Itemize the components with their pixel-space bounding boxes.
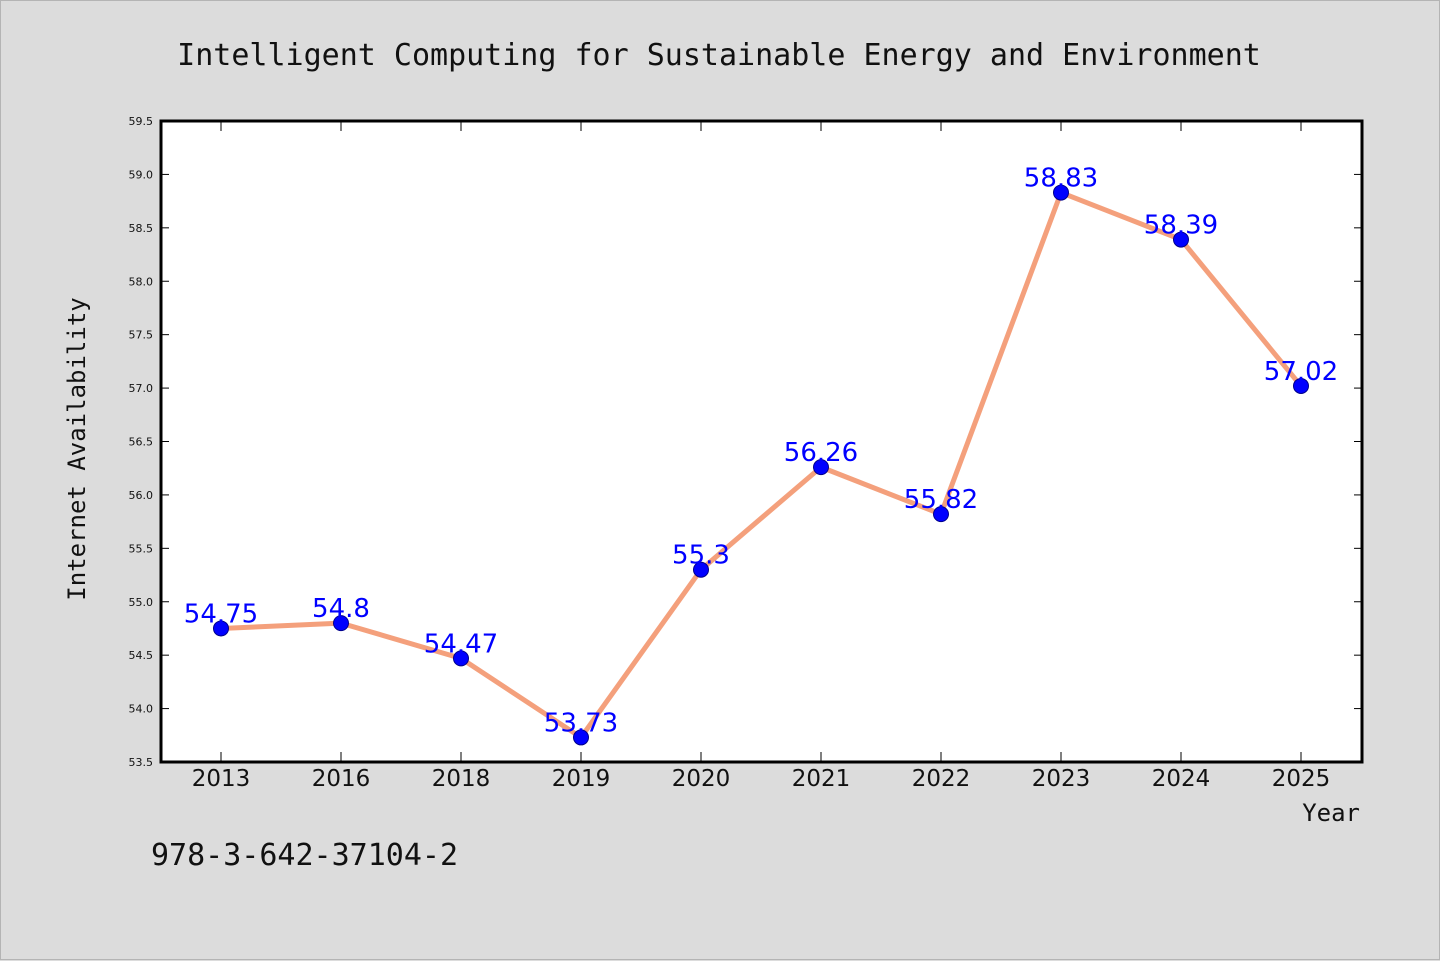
data-point <box>813 459 829 476</box>
y-axis-label: Internet Availability <box>63 297 91 600</box>
data-label: 58.39 <box>1144 211 1218 241</box>
y-tick-label: 57.5 <box>129 329 154 342</box>
y-tick-label: 59.0 <box>129 168 154 181</box>
chart-title: Intelligent Computing for Sustainable En… <box>177 38 1261 73</box>
y-tick-label: 54.0 <box>129 703 154 716</box>
x-tick-label: 2019 <box>552 766 611 792</box>
data-point <box>453 650 469 667</box>
x-axis-label: Year <box>1302 799 1360 827</box>
data-label: 54.47 <box>424 629 498 659</box>
x-tick-label: 2020 <box>672 766 731 792</box>
data-point <box>333 615 349 632</box>
data-label: 53.73 <box>544 708 618 738</box>
data-label: 57.02 <box>1264 357 1338 387</box>
x-tick-label: 2016 <box>312 766 371 792</box>
x-tick-label: 2025 <box>1272 766 1331 792</box>
data-label: 54.75 <box>184 599 258 629</box>
y-tick-label: 58.5 <box>129 222 154 235</box>
y-tick-label: 58.0 <box>129 275 154 288</box>
data-labels: 54.75 54.8 54.47 53.73 55.3 56.26 55.82 58.83 58… <box>184 164 1338 739</box>
data-label: 56.26 <box>784 438 858 468</box>
y-tick-label: 53.5 <box>129 756 154 769</box>
data-point <box>693 561 709 578</box>
plot-area <box>159 119 1364 764</box>
data-point <box>933 506 949 523</box>
isbn-label: 978-3-642-37104-2 <box>151 838 458 873</box>
y-tick-label: 54.5 <box>129 649 154 662</box>
data-label: 55.3 <box>672 541 730 571</box>
data-point <box>1173 231 1189 248</box>
y-tick-label: 56.5 <box>129 436 154 449</box>
data-point <box>573 729 589 746</box>
data-point <box>213 620 229 637</box>
y-tick-label: 57.0 <box>129 382 154 395</box>
data-point <box>1053 184 1069 201</box>
y-tick-label: 55.5 <box>129 542 154 555</box>
y-tick-label: 59.5 <box>129 115 154 128</box>
data-label: 54.8 <box>312 594 370 624</box>
series-group <box>213 184 1309 746</box>
x-tick-label: 2022 <box>912 766 971 792</box>
x-tick-label: 2021 <box>792 766 851 792</box>
series-line <box>218 190 1304 740</box>
y-tick-label: 56.0 <box>129 489 154 502</box>
data-label: 58.83 <box>1024 164 1098 194</box>
data-label: 55.82 <box>904 485 978 515</box>
x-axis: 2013 2016 2018 2019 2020 2021 2022 2023 2024 2025 <box>192 121 1331 792</box>
y-axis: 53.5 54.0 54.5 55.0 55.5 56.0 56.5 57.0 57.5 58.0… <box>129 115 1362 769</box>
y-tick-label: 55.0 <box>129 596 154 609</box>
data-point <box>1293 377 1309 394</box>
x-tick-label: 2023 <box>1032 766 1091 792</box>
x-tick-label: 2013 <box>192 766 251 792</box>
x-tick-label: 2018 <box>432 766 491 792</box>
x-tick-label: 2024 <box>1152 766 1211 792</box>
